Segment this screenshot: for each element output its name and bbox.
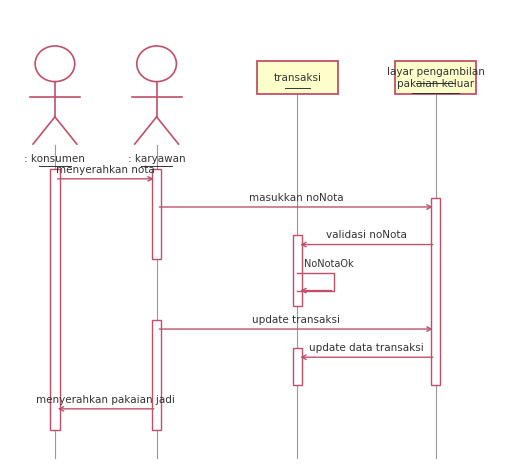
Text: NoNotaOk: NoNotaOk xyxy=(304,259,353,269)
Text: transaksi: transaksi xyxy=(274,73,321,83)
Bar xyxy=(152,320,161,430)
Bar xyxy=(431,198,440,385)
Text: menyerahkan nota: menyerahkan nota xyxy=(56,165,155,175)
Bar xyxy=(257,61,338,95)
Text: layar pengambilan
pakaian keluar: layar pengambilan pakaian keluar xyxy=(387,66,484,89)
Text: masukkan noNota: masukkan noNota xyxy=(249,193,344,203)
Text: : karyawan: : karyawan xyxy=(128,154,186,164)
Text: : konsumen: : konsumen xyxy=(24,154,85,164)
Bar xyxy=(152,170,161,258)
Text: menyerahkan pakaian jadi: menyerahkan pakaian jadi xyxy=(36,395,175,405)
Text: update data transaksi: update data transaksi xyxy=(309,343,424,353)
Bar xyxy=(395,61,476,95)
Text: update transaksi: update transaksi xyxy=(252,315,340,325)
Bar xyxy=(50,170,60,430)
Bar xyxy=(292,235,302,305)
Text: validasi noNota: validasi noNota xyxy=(326,230,407,240)
Bar xyxy=(292,348,302,385)
